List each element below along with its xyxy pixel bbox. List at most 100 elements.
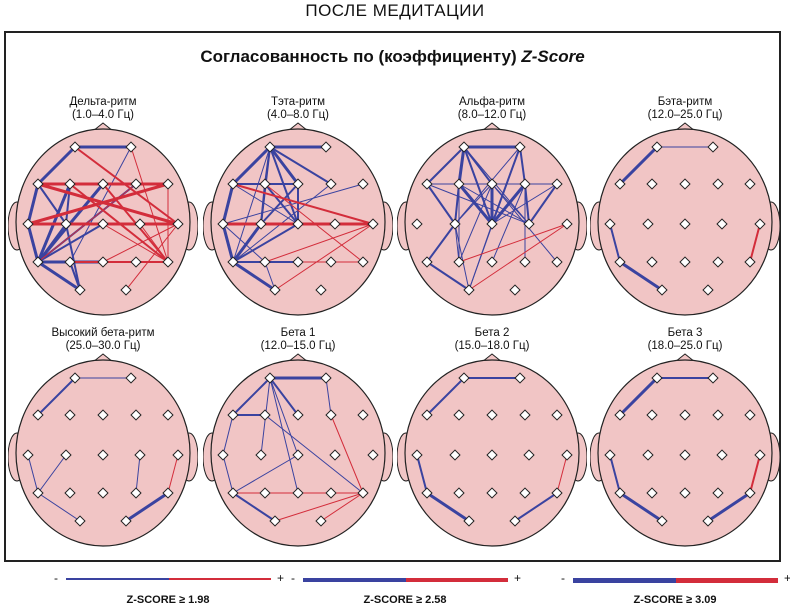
electrode-c4 (134, 218, 146, 230)
electrode-t6 (551, 256, 563, 268)
electrode-cz (97, 449, 109, 461)
head-map-beta-3: Бета 3 (18.0–25.0 Гц) (590, 327, 780, 557)
electrode-p4 (325, 487, 337, 499)
electrode-t3 (22, 218, 34, 230)
electrode-f3 (64, 178, 76, 190)
band-name: Бета 1 (280, 327, 316, 339)
band-name: Альфа-ритм (458, 96, 526, 108)
negative-connection (232, 223, 299, 263)
electrode-o1 (269, 284, 281, 296)
head-svg (590, 122, 780, 316)
electrode-o2 (120, 515, 132, 527)
band-range: (1.0–4.0 Гц) (71, 109, 135, 121)
negative-connection (454, 223, 470, 291)
electrode-fp2 (514, 372, 526, 384)
negative-connection (268, 145, 300, 186)
head-map-alpha: Альфа-ритм (8.0–12.0 Гц) (397, 96, 587, 326)
negative-connection (37, 223, 67, 263)
electrode-c4 (523, 449, 535, 461)
panel-title-italic: Z-Score (521, 47, 585, 66)
electrode-t5 (421, 487, 433, 499)
negative-connection (618, 376, 659, 417)
positive-connection (749, 454, 761, 494)
negative-connection (269, 377, 299, 416)
electrode-t4 (561, 449, 573, 461)
electrode-fp2 (125, 372, 137, 384)
negative-connection (457, 145, 466, 186)
electrode-c4 (329, 449, 341, 461)
head-map-theta: Тэта-ритм (4.0–8.0 Гц) (203, 96, 393, 326)
electrode-t3 (411, 449, 423, 461)
electrode-p3 (259, 256, 271, 268)
electrode-fp2 (125, 141, 137, 153)
negative-connection (232, 492, 276, 522)
positive-connection (36, 182, 180, 226)
electrode-f8 (744, 409, 756, 421)
electrode-f3 (64, 409, 76, 421)
positive-connection (264, 183, 364, 263)
electrode-c4 (716, 218, 728, 230)
negative-connection (426, 261, 470, 291)
electrode-p3 (64, 487, 76, 499)
electrode-fp2 (320, 372, 332, 384)
negative-connection (37, 223, 104, 263)
electrode-f8 (744, 178, 756, 190)
electrode-fp1 (69, 141, 81, 153)
electrode-t4 (754, 218, 766, 230)
negative-connection (524, 183, 530, 225)
negative-connection (457, 182, 494, 226)
panel-title: Согласованность по (коэффициенту) Z-Scor… (6, 47, 779, 67)
electrode-o2 (702, 284, 714, 296)
electrode-f7 (227, 409, 239, 421)
electrode-f7 (614, 409, 626, 421)
electrode-c3 (255, 218, 267, 230)
legend-plus: + (277, 571, 285, 585)
legend-plus: + (784, 571, 790, 585)
electrode-o1 (74, 284, 86, 296)
negative-connection (491, 183, 526, 263)
legend-z-2-58: - + Z-SCORE ≥ 2.58 (285, 571, 521, 608)
negative-connection (65, 183, 71, 225)
negative-connection (36, 260, 82, 292)
electrode-f3 (453, 178, 465, 190)
electrode-f4 (325, 178, 337, 190)
negative-connection (426, 146, 465, 185)
legend-caption: Z-SCORE ≥ 3.09 (633, 594, 717, 606)
negative-connection (26, 182, 40, 226)
electrode-cz (292, 449, 304, 461)
head-svg (8, 122, 198, 316)
electrode-c3 (642, 449, 654, 461)
negative-connection (37, 454, 67, 494)
negative-connection (232, 183, 299, 225)
electrode-cz (679, 449, 691, 461)
electrode-p3 (453, 487, 465, 499)
electrode-o1 (656, 284, 668, 296)
electrode-fp2 (707, 141, 719, 153)
head-svg (8, 353, 198, 547)
negative-connection (458, 183, 493, 263)
electrode-p4 (712, 487, 724, 499)
band-name: Тэта-ритм (271, 96, 325, 108)
electrode-t5 (32, 256, 44, 268)
negative-connection (222, 454, 234, 494)
negative-connection (260, 183, 266, 225)
legend-minus: - (291, 571, 295, 585)
electrode-pz (486, 487, 498, 499)
negative-connection (221, 182, 235, 226)
negative-connection (458, 183, 530, 225)
electrode-p3 (453, 256, 465, 268)
electrode-t3 (217, 218, 229, 230)
electrode-p3 (646, 487, 658, 499)
negative-connection (36, 145, 77, 186)
electrode-f8 (162, 409, 174, 421)
positive-connection (167, 454, 179, 494)
head-map-beta-2: Бета 2 (15.0–18.0 Гц) (397, 327, 587, 557)
head-map-beta: Бэта-ритм (12.0–25.0 Гц) (590, 96, 780, 326)
electrode-t5 (421, 256, 433, 268)
negative-connection (222, 414, 234, 456)
positive-connection (749, 223, 761, 263)
head-svg (397, 122, 587, 316)
legend-z-3-09: - + Z-SCORE ≥ 3.09 (555, 571, 790, 608)
electrode-c3 (60, 449, 72, 461)
negative-connection (232, 454, 299, 494)
